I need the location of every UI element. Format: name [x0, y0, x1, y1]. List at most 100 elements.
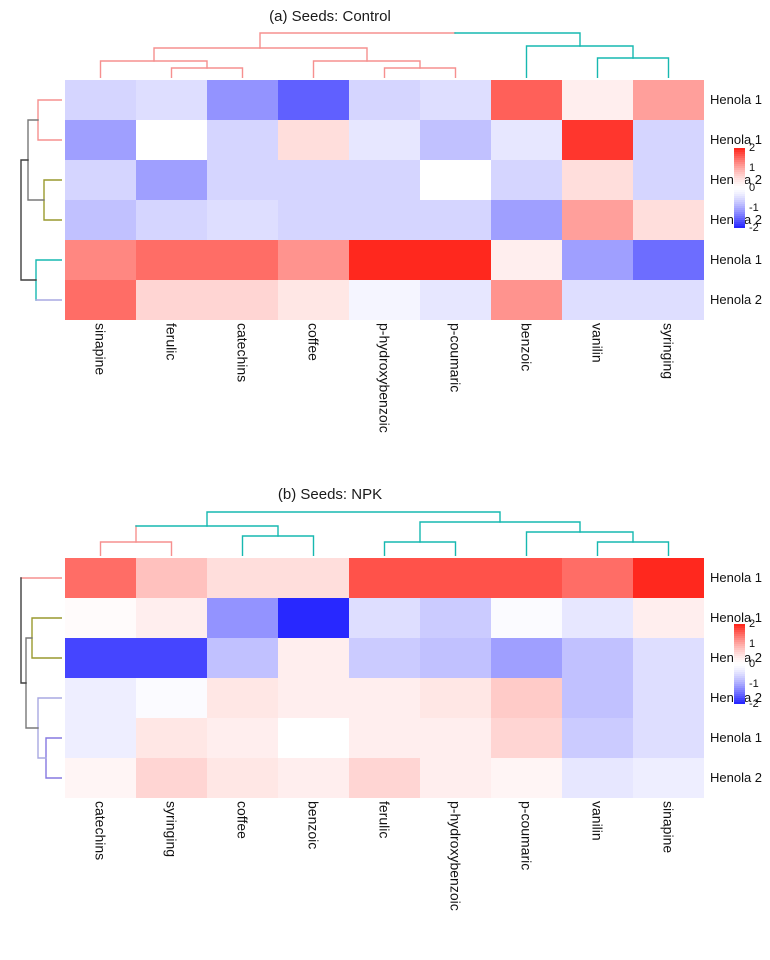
row-label: Henola 1 — [710, 610, 763, 625]
legend-gradient-strip — [734, 172, 745, 174]
legend-gradient-strip — [734, 176, 745, 178]
legend-gradient-strip — [734, 214, 745, 216]
column-label-text: syringing — [163, 801, 180, 858]
column-label: coffee — [207, 801, 278, 911]
heatmap-cell — [207, 678, 278, 718]
heatmap-cell — [65, 718, 136, 758]
heatmap-cell — [136, 80, 207, 120]
legend-gradient-strip — [734, 642, 745, 644]
heatmap-cell — [136, 638, 207, 678]
legend-gradient-strip — [734, 656, 745, 658]
legend-gradient-strip — [734, 686, 745, 688]
col-labels: catechins syringing coffee benzoic ferulic p-… — [65, 801, 704, 911]
heatmap-cell — [278, 718, 349, 758]
legend-gradient-strip — [734, 208, 745, 210]
row-label: Henola 1 — [710, 252, 763, 267]
heatmap-cell — [65, 160, 136, 200]
legend-gradient-strip — [734, 170, 745, 172]
heatmap-cell — [349, 758, 420, 798]
legend-gradient-strip — [734, 690, 745, 692]
legend-gradient-strip — [734, 226, 745, 228]
legend-gradient-strip — [734, 662, 745, 664]
heatmap-cell — [349, 280, 420, 320]
legend-tick-label: 1 — [749, 162, 756, 174]
heatmap-cell — [420, 240, 491, 280]
heatmap-cell — [278, 638, 349, 678]
column-label-text: sinapine — [660, 801, 677, 854]
heatmap-grid — [65, 80, 704, 320]
heatmap-cell — [65, 758, 136, 798]
heatmap-cell — [562, 638, 633, 678]
column-label: sinapine — [65, 323, 136, 433]
heatmap-cell — [278, 558, 349, 598]
legend-gradient-strip — [734, 630, 745, 632]
legend-gradient-strip — [734, 150, 745, 152]
legend-gradient-strip — [734, 624, 745, 626]
legend-gradient-strip — [734, 678, 745, 680]
legend-gradient-strip — [734, 626, 745, 628]
legend-tick-label: 0 — [749, 658, 756, 670]
column-label-text: catechins — [92, 801, 109, 861]
heatmap-cell — [65, 240, 136, 280]
heatmap-cell — [491, 80, 562, 120]
legend-gradient-strip — [734, 680, 745, 682]
legend-gradient-strip — [734, 654, 745, 656]
row-labels: Henola 1 Henola 1 Henola 2 Henola 2 Henola 1… — [710, 558, 770, 798]
heatmap-cell — [420, 80, 491, 120]
heatmap-cell — [278, 120, 349, 160]
legend-gradient-strip — [734, 688, 745, 690]
legend-gradient-strip — [734, 682, 745, 684]
heatmap-cell — [349, 80, 420, 120]
legend-gradient-strip — [734, 198, 745, 200]
heatmap-cell — [491, 718, 562, 758]
heatmap-cell — [349, 718, 420, 758]
column-label-text: benzoic — [305, 801, 322, 850]
heatmap-cell — [491, 120, 562, 160]
legend-gradient-strip — [734, 674, 745, 676]
heatmap-cell — [278, 240, 349, 280]
column-label: p-hydroxybenzoic — [349, 323, 420, 433]
heatmap-cell — [136, 718, 207, 758]
legend-gradient-strip — [734, 164, 745, 166]
heatmap-cell — [136, 200, 207, 240]
legend-gradient-strip — [734, 182, 745, 184]
heatmap-cell — [633, 718, 704, 758]
column-label-text: p-coumaric — [518, 801, 535, 871]
heatmap-cell — [136, 240, 207, 280]
heatmap-cell — [278, 758, 349, 798]
heatmap-cell — [207, 758, 278, 798]
column-label: p-coumaric — [420, 323, 491, 433]
row-label: Henola 1 — [710, 132, 763, 147]
legend-gradient-strip — [734, 638, 745, 640]
column-label: p-coumaric — [491, 801, 562, 911]
heatmap-cell — [349, 638, 420, 678]
color-scale-legend: 2 1 0 -1 -2 — [734, 142, 769, 234]
legend-gradient-strip — [734, 184, 745, 186]
column-dendrogram — [99, 511, 670, 556]
legend-gradient-strip — [734, 222, 745, 224]
heatmap-cell — [136, 120, 207, 160]
column-label: benzoic — [278, 801, 349, 911]
heatmap-cell — [207, 598, 278, 638]
heatmap-cell — [491, 240, 562, 280]
legend-tick-label: 2 — [749, 618, 756, 630]
heatmap-cell — [420, 758, 491, 798]
legend-gradient-strip — [734, 160, 745, 162]
column-label-text: coffee — [234, 801, 251, 839]
legend-tick-label: 1 — [749, 638, 756, 650]
heatmap-cell — [633, 758, 704, 798]
heatmap-cell — [633, 80, 704, 120]
heatmap-cell — [349, 678, 420, 718]
legend-tick-label: -2 — [749, 698, 759, 710]
heatmap-cell — [491, 638, 562, 678]
heatmap-cell — [65, 120, 136, 160]
heatmap-cell — [207, 120, 278, 160]
heatmap-cell — [65, 598, 136, 638]
legend-gradient-strip — [734, 178, 745, 180]
row-label: Henola 1 — [710, 92, 763, 107]
panel-a-title: (a) Seeds: Control — [269, 8, 391, 25]
legend-gradient-strip — [734, 694, 745, 696]
column-label-text: ferulic — [163, 323, 180, 361]
heatmap-cell — [207, 240, 278, 280]
column-label-text: p-coumaric — [447, 323, 464, 393]
